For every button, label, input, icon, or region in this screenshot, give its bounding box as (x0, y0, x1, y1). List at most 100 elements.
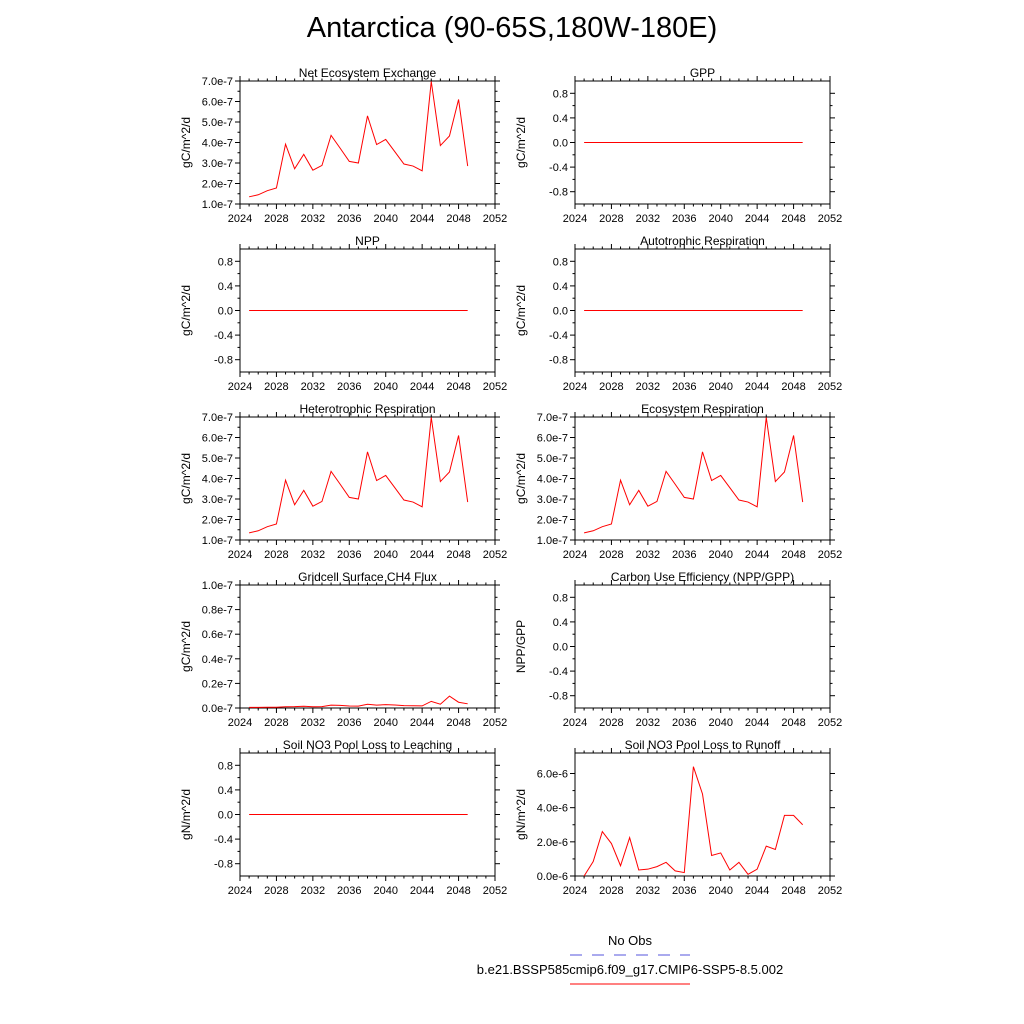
y-tick-label: 4.0e-7 (202, 138, 233, 150)
x-tick-label: 2048 (446, 717, 470, 729)
x-tick-label: 2024 (228, 381, 252, 393)
y-tick-label: -0.8 (214, 859, 233, 871)
panel-carbon-use-efficiency-npp-gpp: Carbon Use Efficiency (NPP/GPP) NPP/GPP 20… (514, 570, 842, 729)
x-tick-label: 2040 (373, 549, 397, 561)
panel-soil-no3-pool-loss-to-leaching: Soil NO3 Pool Loss to Leaching gN/m^2/d 20… (179, 738, 507, 897)
x-tick-label: 2048 (781, 381, 805, 393)
y-tick-label: 5.0e-7 (537, 453, 568, 465)
x-tick-label: 2032 (301, 885, 325, 897)
x-tick-label: 2048 (446, 381, 470, 393)
y-tick-label: -0.4 (214, 330, 233, 342)
plot-title: Net Ecosystem Exchange (299, 66, 437, 80)
legend-obs-label: No Obs (607, 933, 653, 948)
y-tick-label: 0.8 (218, 760, 233, 772)
y-tick-label: 1.0e-7 (537, 535, 568, 547)
series-line (249, 695, 468, 708)
y-axis-label: gC/m^2/d (514, 453, 528, 504)
panel-net-ecosystem-exchange: Net Ecosystem Exchange gC/m^2/d 2024 2028 20… (179, 66, 507, 225)
plot-frame (239, 416, 496, 541)
x-tick-label: 2040 (708, 717, 732, 729)
series-line (583, 766, 804, 877)
x-tick-label: 2036 (337, 381, 361, 393)
x-tick-label: 2032 (636, 213, 660, 225)
page-title: Antarctica (90-65S,180W-180E) (306, 12, 718, 44)
x-tick-label: 2044 (410, 717, 434, 729)
series-line (583, 417, 804, 534)
y-tick-label: 1.0e-7 (202, 580, 233, 592)
x-tick-label: 2032 (636, 717, 660, 729)
plot-title: Autotrophic Respiration (640, 234, 765, 248)
y-tick-label: -0.8 (214, 355, 233, 367)
x-tick-label: 2024 (228, 213, 252, 225)
y-tick-label: 0.4 (553, 113, 568, 125)
x-tick-label: 2052 (483, 549, 507, 561)
x-tick-label: 2048 (446, 213, 470, 225)
x-tick-label: 2040 (373, 717, 397, 729)
x-tick-label: 2032 (301, 717, 325, 729)
y-tick-label: 0.8 (553, 88, 568, 100)
y-tick-label: 3.0e-7 (202, 158, 233, 170)
x-tick-label: 2032 (301, 381, 325, 393)
plot-title: Carbon Use Efficiency (NPP/GPP) (611, 570, 794, 584)
y-tick-label: -0.8 (549, 691, 568, 703)
x-tick-label: 2040 (373, 213, 397, 225)
x-tick-label: 2052 (483, 381, 507, 393)
y-tick-label: 0.0 (553, 138, 568, 150)
y-tick-label: 6.0e-7 (202, 97, 233, 109)
x-tick-label: 2024 (563, 885, 587, 897)
y-tick-label: 0.4 (553, 617, 568, 629)
y-tick-label: 0.0 (218, 810, 233, 822)
x-tick-label: 2036 (337, 717, 361, 729)
panel-autotrophic-respiration: Autotrophic Respiration gC/m^2/d 2024 2028 2… (514, 234, 842, 393)
y-tick-label: 0.8 (218, 256, 233, 268)
y-tick-label: 4.0e-7 (202, 474, 233, 486)
x-tick-label: 2040 (373, 885, 397, 897)
x-tick-label: 2028 (599, 213, 623, 225)
y-tick-label: 0.4 (218, 281, 233, 293)
x-tick-label: 2028 (599, 549, 623, 561)
x-tick-label: 2024 (563, 717, 587, 729)
x-tick-label: 2024 (228, 717, 252, 729)
y-tick-label: 0.4 (218, 785, 233, 797)
y-axis-label: gC/m^2/d (179, 117, 193, 168)
x-tick-label: 2044 (410, 381, 434, 393)
y-tick-label: -0.4 (549, 162, 568, 174)
panel-soil-no3-pool-loss-to-runoff: Soil NO3 Pool Loss to Runoff gN/m^2/d 2024… (514, 738, 842, 897)
x-tick-label: 2024 (563, 381, 587, 393)
y-tick-label: 3.0e-7 (202, 494, 233, 506)
x-tick-label: 2052 (483, 213, 507, 225)
plot-frame (574, 584, 831, 709)
x-tick-label: 2024 (563, 549, 587, 561)
x-tick-label: 2040 (708, 885, 732, 897)
legend-run-label: b.e21.BSSP585cmip6.f09_g17.CMIP6-SSP5-8.… (476, 962, 784, 977)
y-tick-label: 2.0e-7 (202, 515, 233, 527)
x-tick-label: 2028 (599, 717, 623, 729)
x-tick-label: 2052 (483, 885, 507, 897)
y-tick-label: 7.0e-7 (202, 412, 233, 424)
x-tick-label: 2048 (446, 549, 470, 561)
y-tick-label: 2.0e-7 (202, 179, 233, 191)
y-tick-label: -0.4 (549, 330, 568, 342)
y-tick-label: 0.4e-7 (202, 654, 233, 666)
y-axis-label: gC/m^2/d (179, 453, 193, 504)
x-tick-label: 2036 (672, 213, 696, 225)
y-tick-label: 2.0e-6 (537, 837, 568, 849)
x-tick-label: 2028 (599, 381, 623, 393)
x-tick-label: 2028 (264, 717, 288, 729)
x-tick-label: 2032 (301, 549, 325, 561)
x-tick-label: 2028 (264, 213, 288, 225)
x-tick-label: 2036 (337, 549, 361, 561)
plot-title: Soil NO3 Pool Loss to Leaching (283, 738, 452, 752)
y-tick-label: 0.0 (218, 306, 233, 318)
y-tick-label: 0.0e-6 (537, 871, 568, 883)
plot-title: Soil NO3 Pool Loss to Runoff (625, 738, 782, 752)
x-tick-label: 2048 (781, 213, 805, 225)
plot-title: Ecosystem Respiration (641, 402, 764, 416)
x-tick-label: 2040 (708, 549, 732, 561)
legend (570, 954, 690, 985)
y-tick-label: -0.8 (549, 355, 568, 367)
x-tick-label: 2052 (818, 885, 842, 897)
x-tick-label: 2028 (264, 549, 288, 561)
x-tick-label: 2024 (228, 549, 252, 561)
x-tick-label: 2044 (410, 549, 434, 561)
